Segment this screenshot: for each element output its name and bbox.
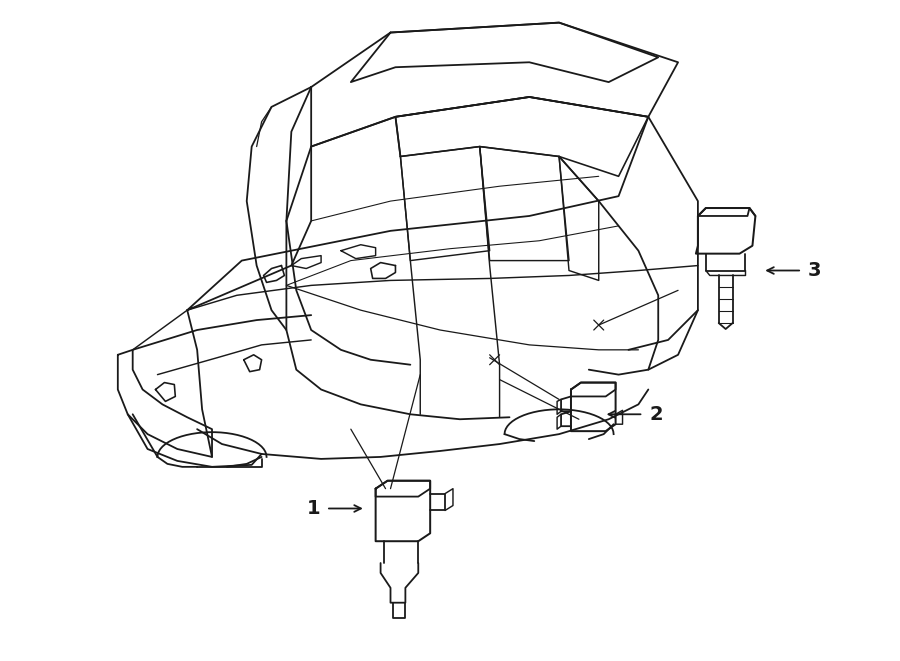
Text: 2: 2 (650, 405, 663, 424)
Text: 1: 1 (306, 499, 320, 518)
Text: 3: 3 (808, 261, 822, 280)
